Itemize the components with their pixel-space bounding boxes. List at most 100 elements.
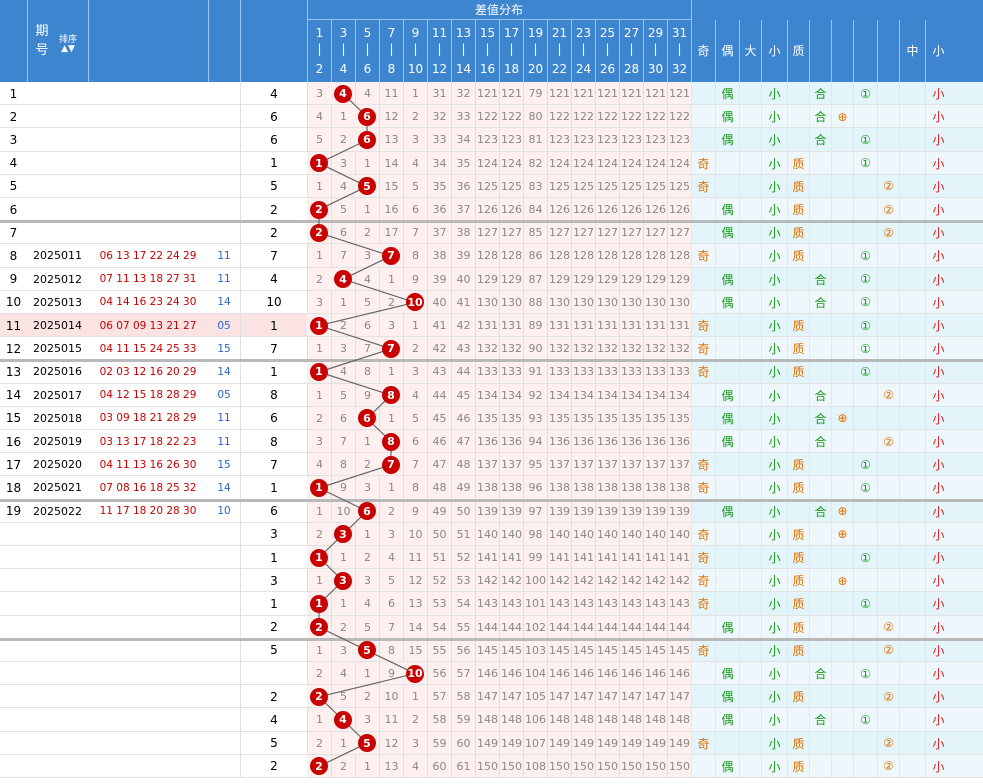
dist-cell: 132 bbox=[643, 337, 667, 361]
stat-cell bbox=[787, 430, 809, 454]
dist-cell: 5 bbox=[403, 174, 427, 198]
dist-cell: 3 bbox=[355, 708, 379, 732]
dist-col-header: 23 | 24 bbox=[571, 20, 595, 82]
dist-cell: 124 bbox=[643, 151, 667, 175]
dist-cell: 129 bbox=[571, 267, 595, 291]
col-bottom: 14 bbox=[455, 62, 472, 76]
stat-cell: ② bbox=[877, 615, 899, 639]
stat-cell: 小 bbox=[761, 314, 787, 338]
dist-cell: 8 bbox=[403, 476, 427, 500]
sort-arrows-icon[interactable]: ▲▼ bbox=[61, 44, 75, 54]
stat-cell bbox=[899, 128, 925, 152]
stat-cell: 质 bbox=[787, 615, 809, 639]
stat-cell bbox=[853, 406, 877, 430]
dist-cell: 128 bbox=[643, 244, 667, 268]
dist-cell: 11 bbox=[379, 82, 403, 106]
stat-cell bbox=[715, 731, 739, 755]
col-top: 17 bbox=[503, 26, 520, 40]
stat-cell bbox=[853, 499, 877, 523]
stat-cell: 小 bbox=[761, 151, 787, 175]
stat-cell: 小 bbox=[925, 453, 951, 477]
dist-cell: 1 bbox=[355, 151, 379, 175]
stat-cell bbox=[853, 569, 877, 593]
row-divider bbox=[0, 545, 983, 546]
blue-number: 05 bbox=[217, 319, 231, 332]
dist-cell: 140 bbox=[619, 522, 643, 546]
trend-line-segment bbox=[318, 348, 392, 373]
dist-cell: 10 bbox=[331, 499, 355, 523]
dist-cell: 123 bbox=[643, 128, 667, 152]
diff-value: 3 bbox=[240, 569, 307, 593]
dist-cell: 140 bbox=[475, 522, 499, 546]
stat-cell bbox=[899, 221, 925, 245]
stat-cell: 小 bbox=[925, 754, 951, 778]
dist-cell: 38 bbox=[451, 221, 475, 245]
dist-cell: 56 bbox=[451, 638, 475, 662]
stat-cell bbox=[715, 151, 739, 175]
stat-cell: 合 bbox=[809, 662, 831, 686]
dist-cell: 43 bbox=[451, 337, 475, 361]
stat-cell: 奇 bbox=[691, 546, 715, 570]
dist-cell: 4 bbox=[355, 82, 379, 106]
col-top: 25 bbox=[599, 26, 616, 40]
dist-cell: 139 bbox=[571, 499, 595, 523]
dist-cell: 1 bbox=[331, 290, 355, 314]
col-sep: | bbox=[413, 42, 418, 56]
dist-cell: 9 bbox=[379, 662, 403, 686]
diff-value: 7 bbox=[240, 244, 307, 268]
stat-cell: 小 bbox=[761, 708, 787, 732]
stat-cell bbox=[739, 105, 761, 129]
dist-cell: 144 bbox=[667, 615, 691, 639]
blue-number: 11 bbox=[217, 249, 231, 262]
stat-cell: 小 bbox=[925, 731, 951, 755]
stat-cell bbox=[899, 569, 925, 593]
diff-value: 4 bbox=[240, 82, 307, 106]
dist-cell: 125 bbox=[619, 174, 643, 198]
dist-cell: 138 bbox=[619, 476, 643, 500]
dist-cell: 145 bbox=[499, 638, 523, 662]
dist-cell: 130 bbox=[643, 290, 667, 314]
dist-cell: 13 bbox=[379, 128, 403, 152]
stat-cell: 质 bbox=[787, 569, 809, 593]
dist-cell: 136 bbox=[571, 430, 595, 454]
dist-cell: 148 bbox=[619, 708, 643, 732]
sort-button[interactable]: 排序 bbox=[58, 35, 77, 45]
col-bottom: 16 bbox=[479, 62, 496, 76]
row-bg bbox=[0, 546, 307, 570]
dist-cell: 2 bbox=[307, 731, 331, 755]
dist-cell: 13 bbox=[403, 592, 427, 616]
dist-cell: 131 bbox=[595, 314, 619, 338]
stat-cell bbox=[739, 546, 761, 570]
dist-cell: 3 bbox=[379, 314, 403, 338]
stat-cell: ② bbox=[877, 638, 899, 662]
stat-cell: ① bbox=[853, 592, 877, 616]
stat-cell bbox=[831, 244, 853, 268]
dist-cell: 144 bbox=[547, 615, 571, 639]
stat-cell bbox=[899, 198, 925, 222]
col-top: 27 bbox=[623, 26, 640, 40]
row-bg bbox=[0, 128, 307, 152]
stat-header bbox=[809, 20, 831, 82]
stat-cell bbox=[877, 151, 899, 175]
group-divider bbox=[0, 220, 983, 224]
stat-cell bbox=[877, 406, 899, 430]
stat-cell bbox=[831, 592, 853, 616]
col-bottom: 18 bbox=[503, 62, 520, 76]
dist-cell: 126 bbox=[499, 198, 523, 222]
dist-cell: 87 bbox=[523, 267, 547, 291]
stat-cell: 小 bbox=[761, 731, 787, 755]
dist-cell: 6 bbox=[403, 198, 427, 222]
col-sep: | bbox=[533, 42, 538, 56]
dist-cell: 133 bbox=[595, 360, 619, 384]
stat-bg bbox=[691, 569, 983, 593]
stat-cell: 奇 bbox=[691, 314, 715, 338]
dist-cell: 122 bbox=[643, 105, 667, 129]
dist-cell: 137 bbox=[499, 453, 523, 477]
stat-cell: 小 bbox=[925, 105, 951, 129]
blue-number: 11 bbox=[217, 412, 231, 425]
stat-cell: ① bbox=[853, 128, 877, 152]
col-bottom: 32 bbox=[671, 62, 688, 76]
dist-cell: 128 bbox=[475, 244, 499, 268]
dist-cell: 11 bbox=[379, 708, 403, 732]
stat-cell bbox=[831, 360, 853, 384]
